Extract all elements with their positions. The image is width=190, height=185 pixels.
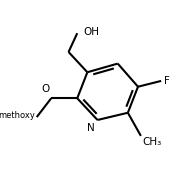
- Text: methoxy: methoxy: [0, 111, 35, 120]
- Text: F: F: [164, 76, 170, 86]
- Text: O: O: [41, 84, 50, 94]
- Text: N: N: [87, 123, 95, 133]
- Text: CH₃: CH₃: [142, 137, 162, 147]
- Text: OH: OH: [83, 27, 99, 37]
